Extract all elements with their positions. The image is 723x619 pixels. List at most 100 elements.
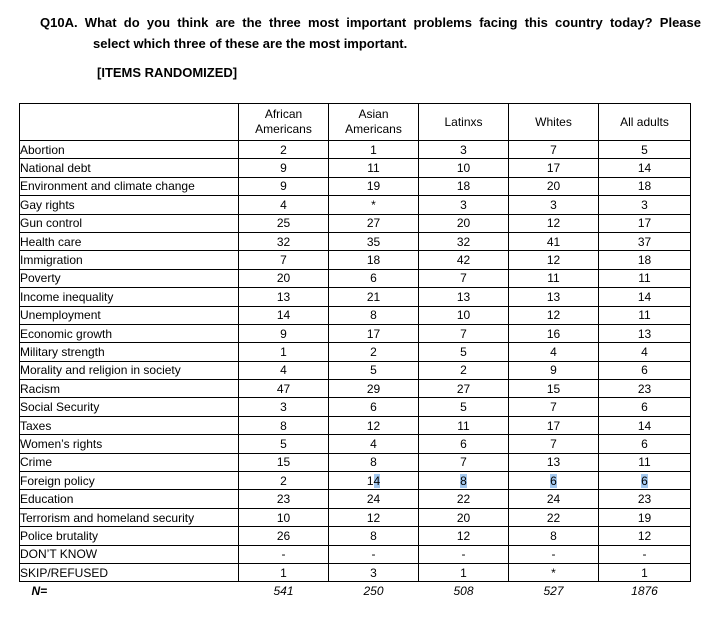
n-label: N= xyxy=(31,584,48,599)
row-label: DON’T KNOW xyxy=(19,544,239,564)
table-row: Military strength 1 2 5 4 4 xyxy=(19,342,691,362)
value-cell: 3 xyxy=(508,195,599,215)
value-cell: 7 xyxy=(508,397,599,417)
value-cell: 3 xyxy=(598,195,691,215)
row-label: Gun control xyxy=(19,213,239,233)
table-row: DON’T KNOW - - - - - xyxy=(19,544,691,564)
value-cell: 14 xyxy=(598,415,691,436)
value-cell: 4 xyxy=(238,360,329,381)
value-cell: 20 xyxy=(418,213,509,233)
table-row: Taxes 8 12 11 17 14 xyxy=(19,415,691,436)
value-cell: 7 xyxy=(508,139,599,160)
table-row: Health care 32 35 32 41 37 xyxy=(19,231,691,252)
value-cell: 4 xyxy=(598,342,691,362)
value-cell: 23 xyxy=(598,489,691,509)
row-label: Taxes xyxy=(19,415,239,436)
value-cell: 4 xyxy=(508,342,599,362)
table-row: Police brutality 26 8 12 8 12 xyxy=(19,526,691,546)
table-row: National debt 9 11 10 17 14 xyxy=(19,158,691,178)
value-cell: 6 xyxy=(598,471,691,491)
column-header: Whites xyxy=(508,103,599,141)
value-cell: 6 xyxy=(418,434,509,454)
value-cell: 7 xyxy=(508,434,599,454)
column-header: African Americans xyxy=(238,103,329,141)
table-row: Morality and religion in society 4 5 2 9 6 xyxy=(19,360,691,381)
value-cell: 12 xyxy=(328,507,419,528)
table-row: Foreign policy 2 14 8 6 6 xyxy=(19,471,691,491)
table-row: Social Security 3 6 5 7 6 xyxy=(19,397,691,417)
value-cell: 20 xyxy=(508,176,599,197)
value-cell: 22 xyxy=(508,507,599,528)
value-cell: 8 xyxy=(328,452,419,473)
table-row: Gun control 25 27 20 12 17 xyxy=(19,213,691,233)
value-cell: 32 xyxy=(418,231,509,252)
row-label: Military strength xyxy=(19,342,239,362)
value-cell: 8 xyxy=(328,526,419,546)
row-label: Immigration xyxy=(19,250,239,270)
value-cell: 12 xyxy=(508,305,599,325)
value-cell: 8 xyxy=(508,526,599,546)
row-label: Poverty xyxy=(19,268,239,289)
value-cell: 17 xyxy=(508,415,599,436)
value-cell: 3 xyxy=(238,397,329,417)
value-cell: 17 xyxy=(508,158,599,178)
table-row: Women’s rights 5 4 6 7 6 xyxy=(19,434,691,454)
value-cell: 19 xyxy=(598,507,691,528)
row-label: Foreign policy xyxy=(19,471,239,491)
row-label: Women’s rights xyxy=(19,434,239,454)
value-cell: 15 xyxy=(508,379,599,399)
value-cell: 6 xyxy=(598,434,691,454)
value-cell: 18 xyxy=(328,250,419,270)
value-cell: 20 xyxy=(238,268,329,289)
column-header: All adults xyxy=(598,103,691,141)
value-cell: 3 xyxy=(418,195,509,215)
value-cell: 2 xyxy=(238,139,329,160)
value-cell: 14 xyxy=(238,305,329,325)
row-label: Economic growth xyxy=(19,323,239,344)
value-cell: 15 xyxy=(238,452,329,473)
row-label: Unemployment xyxy=(19,305,239,325)
selection-highlight: 8 xyxy=(460,473,467,488)
value-cell: 16 xyxy=(508,323,599,344)
value-cell: 8 xyxy=(328,305,419,325)
table-row: Unemployment 14 8 10 12 11 xyxy=(19,305,691,325)
value-cell: 22 xyxy=(418,489,509,509)
value-cell: 7 xyxy=(418,268,509,289)
value-cell: 1 xyxy=(238,562,329,583)
value-cell: 11 xyxy=(598,305,691,325)
value-cell: 10 xyxy=(238,507,329,528)
value-cell: 2 xyxy=(328,342,419,362)
empty-corner-cell xyxy=(19,103,239,141)
value-cell: 25 xyxy=(238,213,329,233)
value-cell: 7 xyxy=(238,250,329,270)
value-cell: 26 xyxy=(238,526,329,546)
value-cell: 10 xyxy=(418,158,509,178)
table-row: Economic growth 9 17 7 16 13 xyxy=(19,323,691,344)
value-cell: 18 xyxy=(418,176,509,197)
value-cell: 13 xyxy=(508,287,599,307)
value-cell: 9 xyxy=(238,323,329,344)
table-row: Income inequality 13 21 13 13 14 xyxy=(19,287,691,307)
value-cell: 29 xyxy=(328,379,419,399)
value-cell: 4 xyxy=(238,195,329,215)
value-cell: 3 xyxy=(418,139,509,160)
table-row: Poverty 20 6 7 11 11 xyxy=(19,268,691,289)
row-label: Social Security xyxy=(19,397,239,417)
row-label: Environment and climate change xyxy=(19,176,239,197)
value-cell: 12 xyxy=(598,526,691,546)
table-row: Abortion 2 1 3 7 5 xyxy=(19,139,691,160)
table-row: Crime 15 8 7 13 11 xyxy=(19,452,691,473)
value-cell: 2 xyxy=(418,360,509,381)
value-cell: 1 xyxy=(418,562,509,583)
value-cell: 42 xyxy=(418,250,509,270)
value-cell: 18 xyxy=(598,176,691,197)
value-cell: 47 xyxy=(238,379,329,399)
n-value-cell: 250 xyxy=(363,584,384,599)
value-cell: 17 xyxy=(598,213,691,233)
n-base-row: N= 541 250 508 527 1876 xyxy=(20,582,691,600)
value-cell: 37 xyxy=(598,231,691,252)
value-cell: 17 xyxy=(328,323,419,344)
value-cell: 7 xyxy=(418,323,509,344)
value-cell: 5 xyxy=(238,434,329,454)
value-cell: * xyxy=(328,195,419,215)
